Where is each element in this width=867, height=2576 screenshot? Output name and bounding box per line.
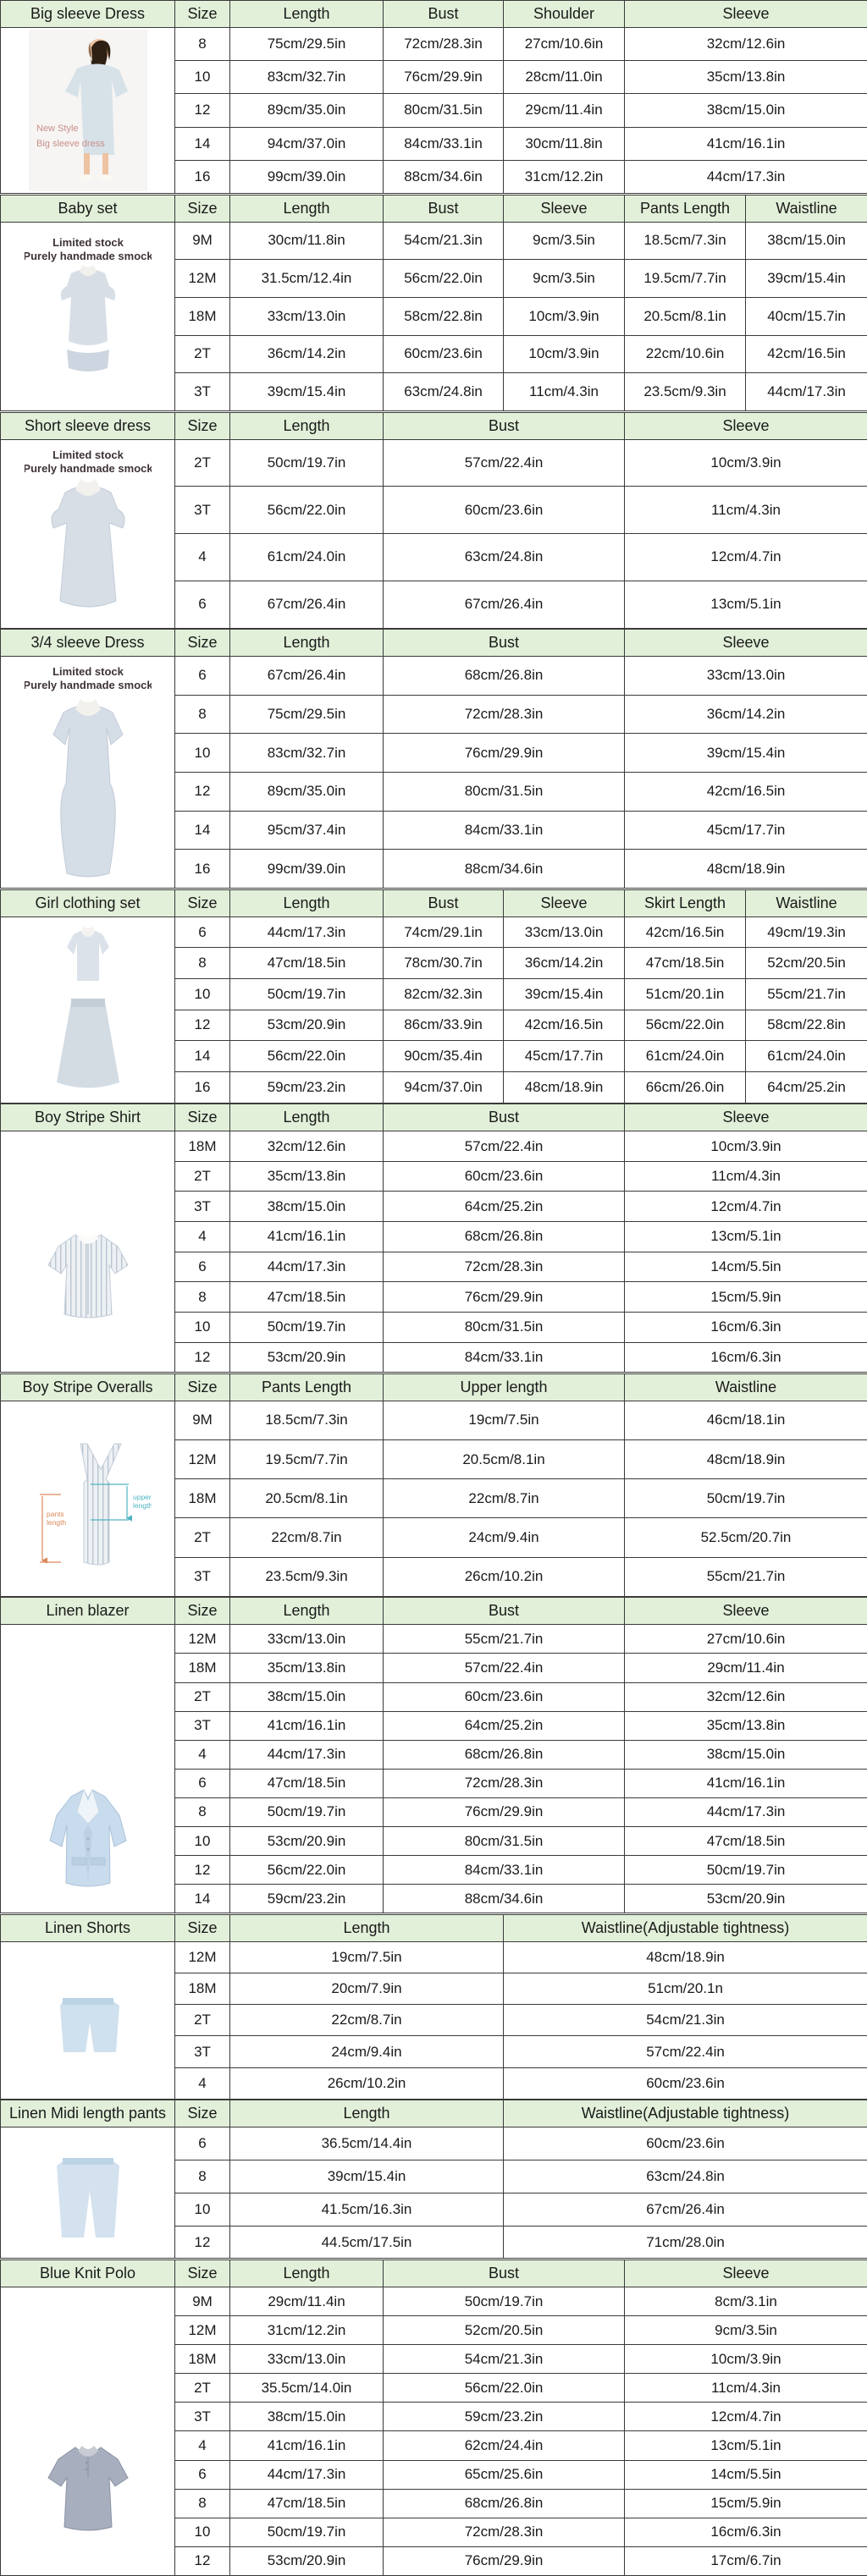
- svg-text:Purely handmade smock: Purely handmade smock: [25, 250, 152, 262]
- svg-text:Limited stock: Limited stock: [52, 449, 124, 461]
- svg-text:length: length: [133, 1501, 152, 1510]
- svg-text:Purely handmade smock: Purely handmade smock: [25, 462, 152, 475]
- svg-text:pants: pants: [47, 1510, 64, 1518]
- svg-text:upper: upper: [133, 1493, 152, 1501]
- svg-text:Limited stock: Limited stock: [52, 236, 124, 249]
- svg-text:Limited stock: Limited stock: [52, 665, 124, 678]
- svg-text:Big sleeve dress: Big sleeve dress: [36, 139, 105, 149]
- svg-text:length: length: [47, 1518, 66, 1527]
- svg-text:New Style: New Style: [36, 124, 79, 134]
- svg-text:Purely handmade smock: Purely handmade smock: [25, 679, 152, 691]
